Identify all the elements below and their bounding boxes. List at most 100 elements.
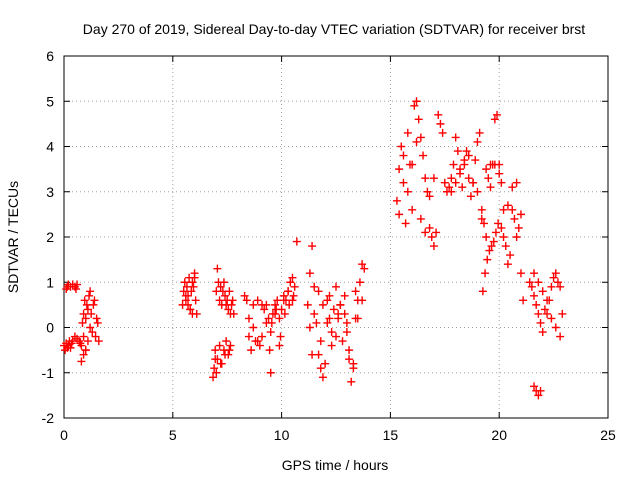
data-point: [79, 332, 88, 341]
data-point: [510, 214, 519, 223]
data-point: [186, 305, 195, 314]
data-point: [314, 287, 323, 296]
data-point: [514, 223, 523, 232]
data-point: [421, 174, 430, 183]
data-point: [534, 278, 543, 287]
data-point: [271, 309, 280, 318]
data-point: [78, 318, 87, 327]
data-point: [181, 291, 190, 300]
data-point: [466, 192, 475, 201]
x-tick-label: 0: [60, 427, 68, 443]
data-point: [401, 219, 410, 228]
data-point: [227, 300, 236, 309]
data-point: [325, 314, 334, 323]
data-point: [275, 341, 284, 350]
data-point: [553, 278, 562, 287]
x-tick-label: 10: [274, 427, 290, 443]
y-tick-label: -2: [42, 410, 55, 426]
data-point: [495, 169, 504, 178]
x-tick-label: 25: [600, 427, 616, 443]
data-point: [429, 174, 438, 183]
data-point: [215, 296, 224, 305]
data-point: [499, 233, 508, 241]
data-point: [222, 337, 231, 346]
data-point: [213, 264, 222, 273]
data-point: [321, 359, 330, 368]
data-point: [77, 357, 86, 366]
data-point: [212, 368, 221, 377]
data-point: [451, 133, 460, 142]
data-point: [395, 165, 404, 174]
data-point: [506, 251, 515, 260]
data-point: [275, 314, 284, 323]
data-point: [303, 300, 312, 309]
data-point: [501, 242, 510, 251]
data-point: [86, 287, 95, 296]
data-point: [210, 364, 219, 373]
data-point: [355, 278, 364, 287]
data-point: [216, 282, 225, 291]
data-point: [475, 128, 484, 137]
data-point: [530, 269, 539, 278]
data-point: [503, 260, 512, 269]
data-point: [489, 237, 498, 246]
y-tick-label: 0: [46, 320, 54, 336]
data-point: [497, 223, 506, 232]
data-point: [425, 223, 434, 232]
y-tick-label: 1: [46, 274, 54, 290]
data-point: [88, 328, 97, 337]
data-point: [392, 196, 401, 205]
data-point: [190, 273, 199, 282]
data-point: [266, 368, 275, 377]
data-point: [279, 296, 288, 305]
data-point: [80, 296, 89, 305]
data-point: [340, 291, 349, 300]
data-point: [79, 309, 88, 318]
y-tick-label: 5: [46, 93, 54, 109]
data-point: [216, 359, 225, 368]
data-point: [403, 128, 412, 137]
data-point: [532, 300, 541, 309]
data-point: [318, 300, 327, 309]
data-point: [438, 128, 447, 137]
data-point: [187, 287, 196, 296]
data-point: [316, 337, 325, 346]
data-point: [549, 273, 558, 282]
y-tick-label: 3: [46, 184, 54, 200]
data-point: [226, 341, 235, 350]
data-point: [87, 309, 96, 318]
data-point: [399, 151, 408, 160]
data-point: [419, 151, 428, 160]
data-point: [358, 296, 367, 305]
data-point: [471, 156, 480, 165]
data-point: [244, 332, 253, 341]
y-tick-label: 6: [46, 48, 54, 64]
data-point: [247, 346, 256, 355]
data-point: [353, 314, 362, 323]
data-point: [219, 278, 228, 287]
data-point: [410, 101, 419, 110]
y-axis-label: SDTVAR / TECUs: [5, 181, 21, 293]
data-point: [551, 323, 560, 332]
data-point: [493, 110, 502, 119]
data-point: [497, 178, 506, 187]
data-point: [93, 318, 102, 327]
data-point: [412, 137, 421, 146]
axis-ticks: 0 5 10 15 20 25 -2 -1 0 1 2 3 4 5 6: [42, 48, 616, 443]
data-point: [336, 300, 345, 309]
data-point: [479, 219, 488, 228]
data-point: [316, 364, 325, 373]
data-point: [310, 282, 319, 291]
data-point: [249, 300, 258, 309]
data-point: [284, 287, 293, 296]
data-point: [318, 373, 327, 382]
data-point: [440, 178, 449, 187]
data-point: [308, 350, 317, 359]
data-point: [90, 296, 99, 305]
data-point: [272, 305, 281, 314]
data-point: [253, 296, 262, 305]
data-point: [83, 337, 92, 346]
data-point: [486, 183, 495, 192]
data-point: [360, 264, 369, 273]
